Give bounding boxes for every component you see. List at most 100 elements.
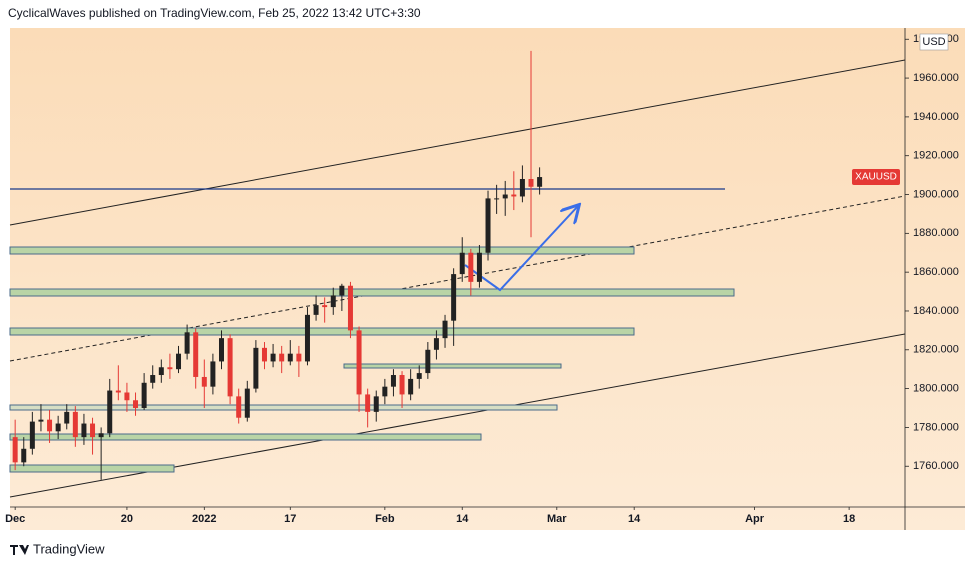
candle-body [313,305,319,315]
candle-body [399,375,405,395]
candle-body [227,338,233,397]
y-tick-label: 1840.000 [913,305,959,317]
header: CyclicalWaves published on TradingView.c… [8,6,421,20]
channel-mid [9,195,906,362]
candle-body [468,252,474,282]
candle-body [485,198,491,253]
candle-body [107,390,113,434]
y-tick-label: 1920.000 [913,150,959,162]
y-tick-label: 1780.000 [913,421,959,433]
candle-body [167,367,173,370]
y-tick-label: 1960.000 [913,72,959,84]
candle-body [382,386,388,397]
candle-body [176,353,182,370]
zones [9,246,735,473]
y-tick-label: 1760.000 [913,460,959,472]
candle-body [296,353,302,362]
zone [9,288,735,297]
y-tick-label: 1820.000 [913,344,959,356]
x-tick-label: Apr [745,513,765,525]
candle-body [193,332,199,377]
zone [343,363,562,369]
x-tick-label: 14 [628,513,641,525]
x-tick-label: 14 [456,513,469,525]
logo [10,545,29,555]
projection-arrow [464,206,578,292]
candle-body [124,392,130,401]
plot-background [10,28,965,530]
x-tick-label: 17 [284,513,296,525]
candle-body [90,423,96,438]
candle-body [416,373,422,379]
candle-body [322,305,328,308]
y-tick-label: 1860.000 [913,266,959,278]
candle-body [373,396,379,412]
candle-body [141,382,147,409]
symbol-tag [852,169,900,185]
zone [9,327,635,336]
candle-body [115,390,121,393]
candle-body [519,178,525,197]
candle-body [339,285,345,296]
symbol-label: XAUUSD [855,172,897,183]
candle-body [459,252,465,275]
candle-body [494,198,500,200]
currency-box [919,33,949,51]
candle-body [253,347,259,389]
footer-brand: TradingView [33,541,105,556]
candle-body [442,320,448,339]
candles [12,50,543,480]
candle-body [150,375,156,383]
y-tick-label: 1940.000 [913,111,959,123]
candle-body [537,177,543,187]
candle-body [279,353,285,362]
candle-body [98,433,104,438]
candle-body [425,349,431,374]
candle-body [72,411,78,438]
currency: USD [922,36,945,48]
zone [9,404,558,411]
candle-body [184,332,190,354]
candle-body [408,378,414,395]
candle-body [304,314,310,362]
candle-body [29,421,35,449]
candle-body [133,400,139,409]
candle-body [47,419,53,432]
candle-body [356,330,362,395]
candle-body [158,367,164,376]
candle-body [38,419,44,422]
candle-body [261,347,267,362]
candle-body [210,361,216,387]
candle-body [21,448,27,463]
x-tick-label: 2022 [192,513,216,525]
candle-body [347,285,353,331]
candle-body [64,411,70,424]
candle-body [236,396,242,418]
candle-body [201,376,207,387]
candle-body [55,423,61,432]
zone [9,433,482,441]
candle-body [12,437,18,463]
x-tick-label: 20 [121,513,133,525]
x-tick-label: Dec [5,513,25,525]
candle-body [244,388,250,418]
candle-body [270,353,276,362]
candle-body [451,274,457,321]
zone [9,246,635,255]
candle-body [390,375,396,387]
candle-body [528,178,534,187]
candle-body [81,423,87,438]
zone [9,464,175,473]
y-tick-label: 1800.000 [913,383,959,395]
x-tick-label: Feb [375,513,395,525]
candle-body [502,194,508,199]
candle-body [511,194,517,197]
y-tick-label: 1900.000 [913,188,959,200]
x-tick-label: 18 [843,513,855,525]
candle-body [365,394,371,412]
candle-body [287,353,293,362]
candle-body [330,295,336,308]
channel-upper [9,59,906,226]
